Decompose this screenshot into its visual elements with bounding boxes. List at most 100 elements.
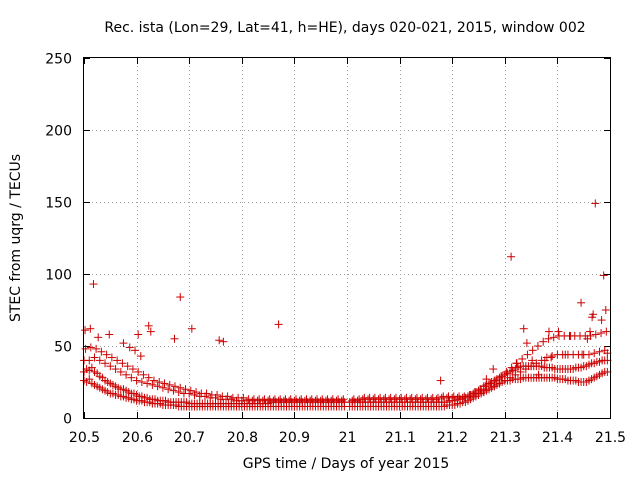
x-tick-label: 21.1 (385, 430, 416, 446)
data-point (532, 359, 541, 368)
data-point (533, 342, 542, 350)
data-point (202, 389, 211, 398)
data-point (113, 356, 122, 365)
data-point (223, 392, 232, 401)
data-point (511, 370, 520, 379)
data-point (518, 354, 527, 363)
data-point (149, 376, 158, 385)
data-point (599, 271, 608, 280)
data-point (176, 293, 185, 302)
data-point (118, 359, 127, 368)
data-point (597, 329, 606, 338)
data-point (170, 382, 179, 391)
data-point (519, 324, 528, 333)
grid-lines (84, 58, 610, 418)
data-point (174, 388, 183, 397)
data-point (137, 378, 146, 386)
data-point (458, 393, 467, 402)
data-point (144, 373, 153, 382)
x-tick-label: 21.3 (490, 430, 521, 446)
data-point (500, 376, 509, 385)
data-point (339, 395, 348, 404)
data-point (116, 367, 125, 376)
data-point (176, 383, 185, 392)
data-point (192, 388, 201, 397)
data-point (81, 344, 90, 353)
data-point (219, 337, 228, 346)
data-point (474, 389, 483, 398)
data-point (136, 352, 145, 361)
data-point (186, 386, 195, 395)
data-point (87, 363, 96, 372)
data-point (146, 327, 155, 336)
data-point (123, 362, 132, 371)
data-point (491, 376, 500, 385)
data-point (528, 356, 537, 365)
data-point (507, 252, 516, 261)
data-point (486, 379, 495, 388)
data-point (436, 376, 445, 385)
x-axis-label: GPS time / Days of year 2015 (243, 456, 450, 472)
data-point (86, 343, 95, 352)
data-point (89, 280, 98, 289)
data-point (539, 337, 548, 346)
y-tick-label: 50 (54, 340, 72, 356)
y-tick-labels: 0 50 100 150 200 250 (45, 52, 72, 428)
data-point (213, 390, 222, 399)
data-point (547, 353, 556, 362)
data-point (432, 395, 441, 404)
data-point (540, 356, 549, 365)
data-point (122, 370, 131, 379)
data-point (548, 352, 557, 361)
y-tick-label: 0 (63, 412, 72, 428)
data-point (591, 330, 600, 339)
data-points (80, 199, 612, 411)
x-tick-label: 21.4 (542, 430, 573, 446)
data-point (127, 373, 136, 382)
data-point (165, 380, 174, 389)
data-point (433, 393, 442, 402)
data-point (85, 356, 94, 365)
data-point (105, 330, 114, 339)
data-point (528, 346, 537, 355)
data-point (460, 392, 469, 401)
data-point (125, 343, 134, 352)
data-point (274, 320, 283, 329)
x-tick-label: 21 (339, 430, 357, 446)
data-point (92, 344, 101, 353)
data-point (578, 350, 587, 359)
data-point (239, 393, 248, 402)
data-point (94, 333, 103, 342)
data-point (132, 376, 141, 385)
data-point (153, 382, 162, 391)
data-point (507, 363, 516, 372)
data-point (470, 388, 479, 397)
x-tick-label: 20.8 (227, 430, 258, 446)
x-tick-label: 20.9 (279, 430, 310, 446)
plot-frame (83, 57, 611, 419)
data-point (589, 310, 598, 319)
data-point (107, 353, 116, 362)
data-point (86, 324, 95, 333)
data-point (101, 359, 110, 368)
data-point (215, 336, 224, 345)
data-point (497, 372, 506, 381)
data-point (169, 386, 178, 395)
x-tick-labels: 20.5 20.6 20.7 20.8 20.9 21 21.1 21.2 21.3 21.4 21… (69, 430, 626, 446)
data-point (584, 350, 593, 359)
data-point (85, 375, 94, 384)
data-point (583, 334, 592, 343)
data-point (128, 365, 137, 374)
data-point (81, 326, 90, 335)
data-point (337, 396, 346, 405)
chart-title: Rec. ista (Lon=29, Lat=41, h=HE), days 0… (104, 20, 585, 36)
data-point (465, 390, 474, 399)
data-point (523, 350, 532, 359)
data-point (597, 316, 606, 325)
data-point (476, 385, 485, 394)
data-point (595, 347, 604, 356)
data-point (561, 350, 570, 359)
data-point (353, 396, 362, 405)
data-point (544, 327, 553, 336)
